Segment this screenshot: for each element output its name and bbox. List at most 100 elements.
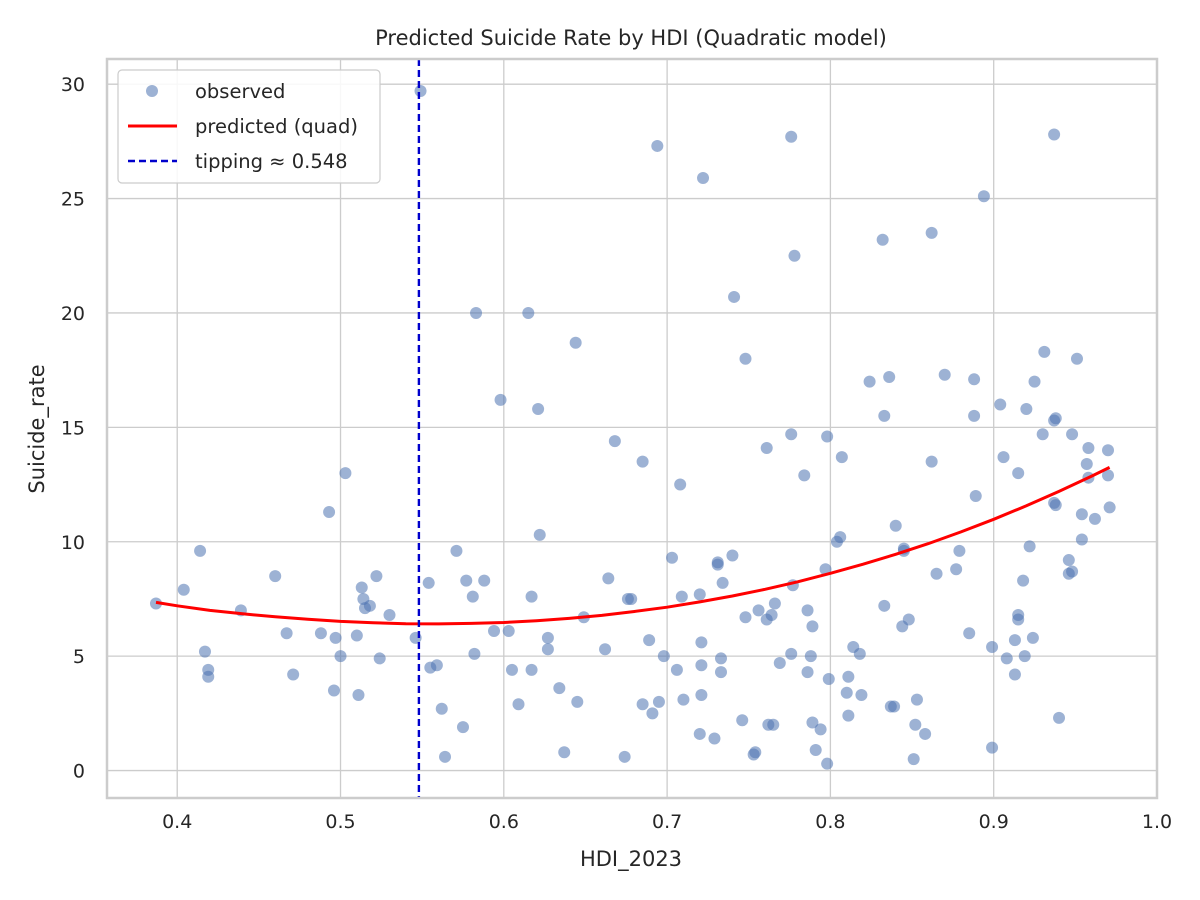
predicted-quad-line [155,466,1111,626]
observed-point [1008,668,1021,681]
observed-point [363,599,376,612]
observed-point [728,290,741,303]
observed-point [693,727,706,740]
observed-point [618,750,631,763]
observed-point [470,306,483,319]
observed-point [819,563,832,576]
observed-point [822,673,835,686]
observed-point [821,757,834,770]
observed-point [675,590,688,603]
observed-point [714,652,727,665]
observed-point [327,684,340,697]
observed-point [643,634,656,647]
observed-point [768,597,781,610]
observed-point [269,570,282,583]
x-tick-label: 0.7 [652,811,682,833]
observed-point [888,700,901,713]
observed-point [804,650,817,663]
y-tick-labels: 0 5 10 15 20 25 30 [61,74,85,782]
y-tick-label: 0 [73,761,85,783]
observed-point [708,732,721,745]
observed-point [1036,428,1049,441]
observed-point [801,604,814,617]
observed-point [652,695,665,708]
legend-observed-marker [146,85,158,97]
observed-point [1008,634,1021,647]
observed-point [478,574,491,587]
observed-point [488,624,501,637]
observed-point [608,435,621,448]
observed-point [834,531,847,544]
observed-point [370,570,383,583]
observed-point [1049,412,1062,425]
observed-point [657,650,670,663]
observed-point [439,750,452,763]
observed-point [693,588,706,601]
observed-point [435,702,448,715]
observed-point [468,647,481,660]
observed-point [855,689,868,702]
x-tick-label: 0.4 [162,811,192,833]
observed-point [788,249,801,262]
observed-point [1075,533,1088,546]
observed-point [599,643,612,656]
observed-point [339,467,352,480]
observed-point [553,682,566,695]
observed-point [646,707,659,720]
observed-point [314,627,327,640]
observed-point [466,590,479,603]
observed-point [876,233,889,246]
observed-point [1082,441,1095,454]
observed-point [194,544,207,557]
observed-point [280,627,293,640]
observed-point [460,574,473,587]
observed-point [806,716,819,729]
observed-point [522,306,535,319]
observed-point [842,709,855,722]
observed-point [1026,631,1039,644]
observed-point [636,455,649,468]
observed-point [695,659,708,672]
observed-point [677,693,690,706]
observed-point [883,371,896,384]
legend: observed predicted (quad) tipping ≈ 0.54… [117,69,381,184]
observed-point [785,647,798,660]
observed-point [977,190,990,203]
observed-point [697,171,710,184]
observed-point [749,746,762,759]
plot-spines [105,57,1159,800]
observed-point [512,698,525,711]
legend-predicted-label: predicted (quad) [195,115,358,138]
observed-point [502,624,515,637]
observed-point [1028,375,1041,388]
x-tick-label: 0.5 [325,811,355,833]
observed-point [414,85,427,98]
legend-observed-label: observed [195,80,285,103]
observed-point [430,659,443,672]
observed-point [177,583,190,596]
observed-point [840,686,853,699]
observed-point [907,753,920,766]
observed-point [383,608,396,621]
observed-point [422,576,435,589]
observed-point [809,743,822,756]
observed-point [925,226,938,239]
observed-point [450,544,463,557]
observed-point [1066,565,1079,578]
observed-point [785,130,798,143]
observed-point [1048,128,1061,141]
observed-point [373,652,386,665]
observed-point [198,645,211,658]
observed-point [1017,574,1030,587]
observed-point [739,611,752,624]
observed-point [1088,512,1101,525]
observed-point [651,139,664,152]
observed-point [636,698,649,711]
observed-point [541,631,554,644]
observed-point [930,567,943,580]
observed-point [352,689,365,702]
observed-point [329,631,342,644]
observed-point [670,663,683,676]
observed-point [571,695,584,708]
